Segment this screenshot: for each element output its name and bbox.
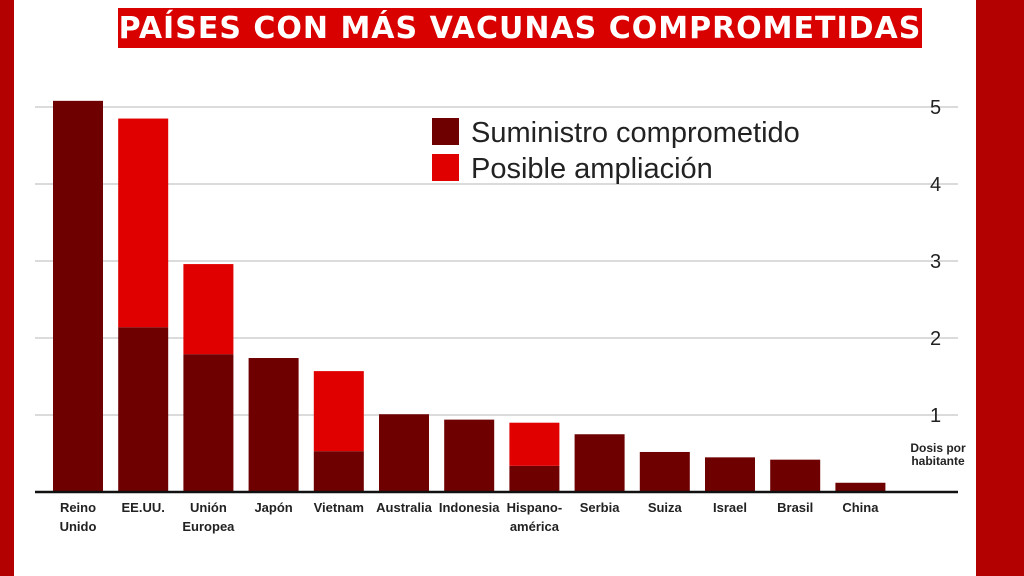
y-tick-label: 3 [930,251,941,273]
y-tick-labels: 1 2 3 4 5 [930,97,941,427]
legend-label: Suministro comprometido [471,117,800,149]
legend-swatch [432,118,459,145]
bar-committed [509,465,560,492]
bar-expansion [509,422,560,466]
bar-committed [313,451,364,492]
bar-committed [705,457,755,492]
category-label: Unión Europea [182,500,235,534]
legend-label: Posible ampliación [471,153,713,185]
category-label: Hispano-américa [507,500,563,534]
bar-expansion [313,371,364,452]
right-border-band [976,0,1024,576]
category-label: Brasil [777,500,813,515]
y-axis-title: Dosis por habitante [910,441,966,468]
bar-committed [183,354,234,492]
bar-committed [379,414,429,492]
category-label: EE.UU. [122,500,165,515]
y-axis-label: Dosis por habitante [910,441,966,468]
bar-committed [770,459,821,492]
bar-committed [835,482,886,492]
category-label: China [842,500,879,515]
legend-swatch [432,154,459,181]
bar-expansion [183,264,234,355]
category-label: Serbia [580,500,621,515]
y-tick-label: 1 [930,405,941,427]
category-label: Indonesia [439,500,500,515]
y-tick-label: 5 [930,97,941,119]
bar-committed [574,434,625,492]
category-label: Australia [376,500,432,515]
bar-committed [118,327,169,492]
chart-title: PAÍSES CON MÁS VACUNAS COMPROMETIDAS [118,10,922,46]
legend: Suministro comprometido Posible ampliació… [432,117,800,185]
bar-committed [53,100,103,492]
bar-committed [248,358,299,492]
bar-committed [639,451,690,492]
category-label: Vietnam [314,500,364,515]
y-tick-label: 2 [930,328,941,350]
category-labels: Reino Unido EE.UU. Unión Europea Japón Vietnam… [60,500,880,534]
category-label: Japón [254,500,292,515]
title-bar: PAÍSES CON MÁS VACUNAS COMPROMETIDAS [118,8,922,48]
category-label: Israel [713,500,747,515]
category-label: Reino Unido [60,500,97,534]
bars-group [53,100,886,492]
y-tick-label: 4 [930,174,941,196]
category-label: Suiza [648,500,683,515]
bar-committed [444,419,495,492]
bar-expansion [118,118,169,328]
